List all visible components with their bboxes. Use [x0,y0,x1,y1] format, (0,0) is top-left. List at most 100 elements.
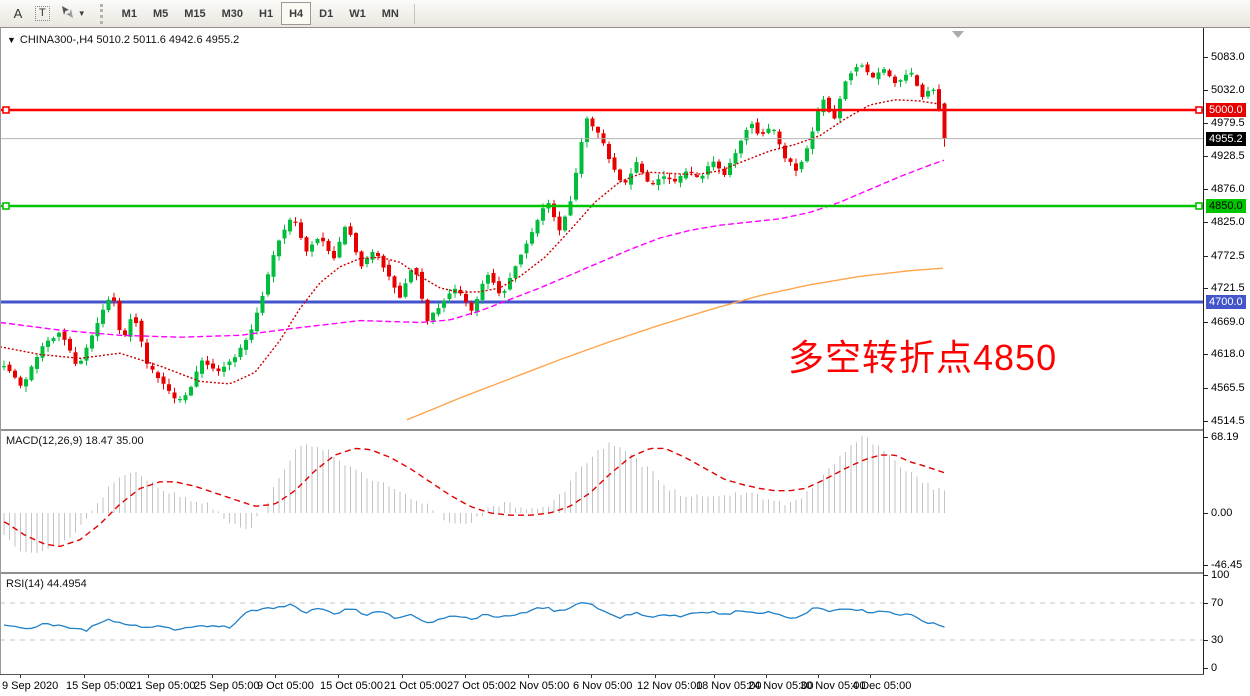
axis-tick-mark [1204,288,1208,290]
candle-body [266,274,270,295]
time-tick-mark [818,675,819,678]
candle-body [145,342,149,364]
macd-tick: 68.19 [1211,431,1239,444]
candle-body [695,175,699,177]
scroll-to-end-marker[interactable] [952,31,964,38]
time-tick-label: 4 Dec 05:00 [852,680,912,692]
candle-body [772,129,776,132]
rsi-tick: 0 [1211,661,1218,674]
level-handle[interactable] [2,202,10,210]
candle-body [343,226,347,245]
candle-body [255,312,259,332]
time-tick-mark [528,675,529,678]
macd-signal-line [3,447,945,548]
price-badge-4700.0: 4700.0 [1206,295,1246,309]
price-badge-4955.2: 4955.2 [1206,131,1246,146]
chart-region: ▼ CHINA300-,H4 5010.2 5011.6 4942.6 4955.… [0,28,1250,696]
candle-body [667,177,672,180]
macd-histogram [3,435,945,553]
timeframe-button-d1[interactable]: D1 [319,7,334,20]
candle-body [95,322,100,337]
candle-body [13,370,17,378]
level-handle[interactable] [2,106,10,114]
candle-body [816,110,820,131]
price-tick: 4979.5 [1211,117,1245,130]
time-tick-label: 18 Nov 05:00 [696,680,762,692]
time-tick-mark [84,675,85,678]
axis-tick-mark [1204,513,1208,514]
candle-body [739,140,743,154]
axis-tick-mark [1204,255,1208,257]
rsi-pane[interactable]: RSI(14) 44.4954 [0,574,1204,674]
time-axis[interactable]: 9 Sep 2020 15 Sep 05:00 21 Sep 05:00 25 Sep… [0,674,1204,696]
candle-body [656,179,661,186]
timeframe-button-mn[interactable]: MN [381,7,399,20]
text-tool-icon: T [35,6,50,21]
medium-ma-line [0,159,945,338]
text-tool-button[interactable]: T [31,3,54,24]
time-tick-label: 21 Sep 05:00 [130,680,196,692]
level-handle[interactable] [1195,106,1203,114]
candle-body [387,264,391,277]
candle-body [112,297,116,301]
candle-body [403,283,408,297]
macd-label: MACD(12,26,9) 18.47 35.00 [6,435,144,447]
timeframe-button-w1[interactable]: W1 [349,7,366,20]
text-annotation[interactable]: 多空转折点4850 [788,337,1058,378]
time-tick-label: 9 Oct 05:00 [257,680,314,692]
candle-body [849,73,853,81]
timeframe-button-m15[interactable]: M15 [184,7,206,20]
price-axis-border [1203,28,1204,674]
time-tick-label: 27 Oct 05:00 [447,680,510,692]
price-axis[interactable]: 5083.0 5032.0 4979.5 4928.5 4876.0 4825.0 4772… [1204,28,1250,696]
candle-body [761,132,765,134]
ohlc-values: 5010.2 5011.6 4942.6 4955.2 [96,34,240,46]
rsi-chart [0,602,1203,641]
candle-body [7,364,12,372]
candle-body [381,255,386,268]
candle-body [513,266,518,279]
candle-body [222,366,226,372]
timeframe-button-m1[interactable]: M1 [121,7,137,20]
candle-body [293,221,298,223]
candle-body [431,312,435,321]
macd-pane[interactable]: MACD(12,26,9) 18.47 35.00 [0,431,1204,572]
timeframe-button-h1[interactable]: H1 [259,7,274,20]
candle-body [84,347,89,361]
candles-layer [2,61,947,404]
timeframe-button-h4[interactable]: H4 [281,2,312,25]
candle-body [134,317,138,324]
main-chart-pane[interactable]: ▼ CHINA300-,H4 5010.2 5011.6 4942.6 4955.… [0,28,1204,429]
candle-body [370,251,375,260]
candle-body [623,180,628,183]
axis-tick-mark [1204,564,1208,566]
candle-body [827,97,831,112]
label-tool-button[interactable]: A [7,3,29,24]
candle-body [755,122,760,134]
timeframe-button-m30[interactable]: M30 [221,7,244,20]
candle-body [920,84,925,97]
candlestick-chart [0,61,1203,421]
axis-tick-mark [1204,354,1208,356]
candle-body [788,158,793,162]
candle-body [651,183,655,185]
candle-body [711,161,716,168]
chevron-down-icon: ▼ [7,35,16,45]
timeframe-button-m5[interactable]: M5 [152,7,169,20]
candle-body [321,237,325,242]
arrows-tool-button[interactable]: ▼ [56,3,90,24]
candle-body [161,376,166,384]
price-tick: 4772.5 [1211,249,1245,262]
candle-body [464,293,468,303]
candle-body [238,347,243,358]
level-handle[interactable] [1195,202,1203,210]
candle-body [420,271,424,299]
candle-body [354,233,358,253]
candle-body [557,216,562,231]
candle-body [398,285,402,298]
candle-body [733,153,738,164]
macd-values: 18.47 35.00 [85,435,144,447]
toolbar-grip[interactable] [99,3,107,24]
candle-body [871,72,875,78]
candle-body [447,293,452,300]
